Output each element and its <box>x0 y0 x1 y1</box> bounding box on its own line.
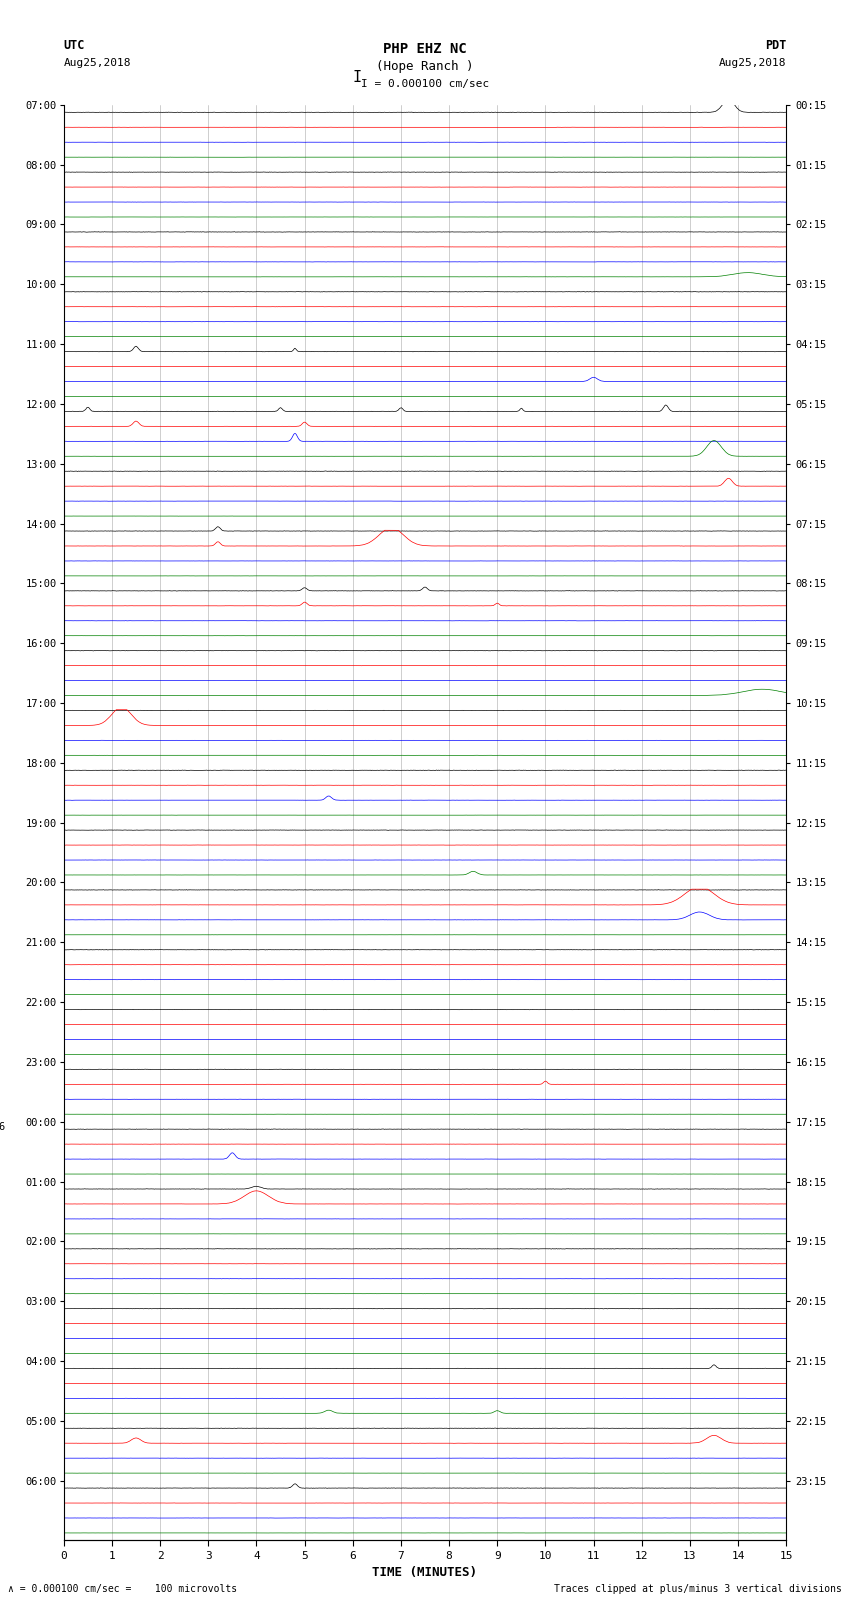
Text: Traces clipped at plus/minus 3 vertical divisions: Traces clipped at plus/minus 3 vertical … <box>553 1584 842 1594</box>
Text: I = 0.000100 cm/sec: I = 0.000100 cm/sec <box>361 79 489 89</box>
Text: (Hope Ranch ): (Hope Ranch ) <box>377 60 473 73</box>
Text: PDT: PDT <box>765 39 786 52</box>
Text: Aug25,2018: Aug25,2018 <box>719 58 786 68</box>
Text: ∧ = 0.000100 cm/sec =    100 microvolts: ∧ = 0.000100 cm/sec = 100 microvolts <box>8 1584 238 1594</box>
Text: I: I <box>353 71 361 85</box>
Text: UTC: UTC <box>64 39 85 52</box>
Text: Aug26: Aug26 <box>0 1121 6 1132</box>
Text: Aug25,2018: Aug25,2018 <box>64 58 131 68</box>
Text: PHP EHZ NC: PHP EHZ NC <box>383 42 467 56</box>
X-axis label: TIME (MINUTES): TIME (MINUTES) <box>372 1566 478 1579</box>
